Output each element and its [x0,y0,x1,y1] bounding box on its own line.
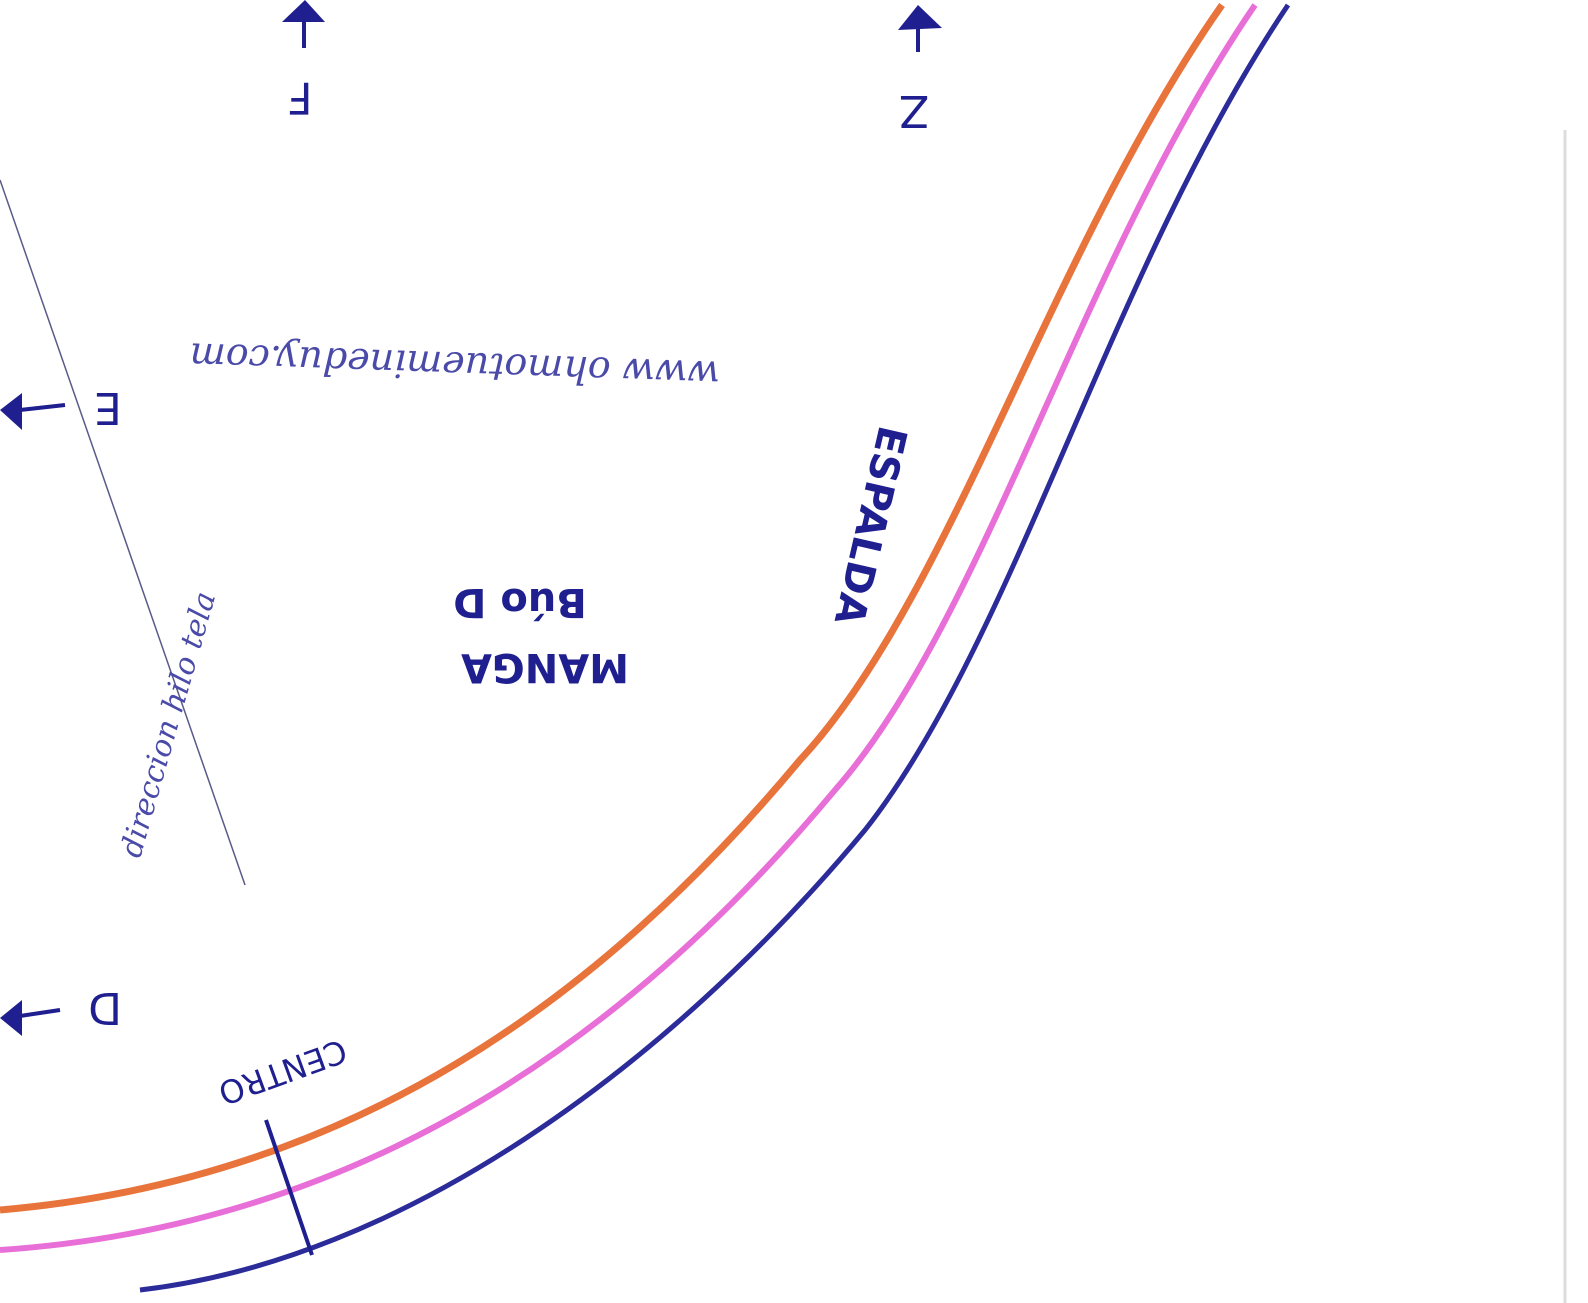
arrow-shaft [19,1008,61,1018]
label-d: D [88,982,122,1033]
piece-sub: Búo D [453,579,587,625]
arrow-head [898,5,942,30]
piece-name: MANGA [461,644,629,690]
pink-curve [0,3,1258,1253]
grain-line [0,179,246,886]
arrow-head [282,0,325,22]
label-f: F [287,72,312,123]
label-e: E [94,382,122,433]
orange-curve [0,2,1225,1214]
arrow-head [0,1000,22,1036]
navy-curve [139,3,1291,1293]
center-mark [264,1119,314,1256]
arrow-shaft [19,403,66,412]
label-z: Z [899,85,929,136]
arrow-head [0,393,22,430]
arrows [0,0,942,1036]
